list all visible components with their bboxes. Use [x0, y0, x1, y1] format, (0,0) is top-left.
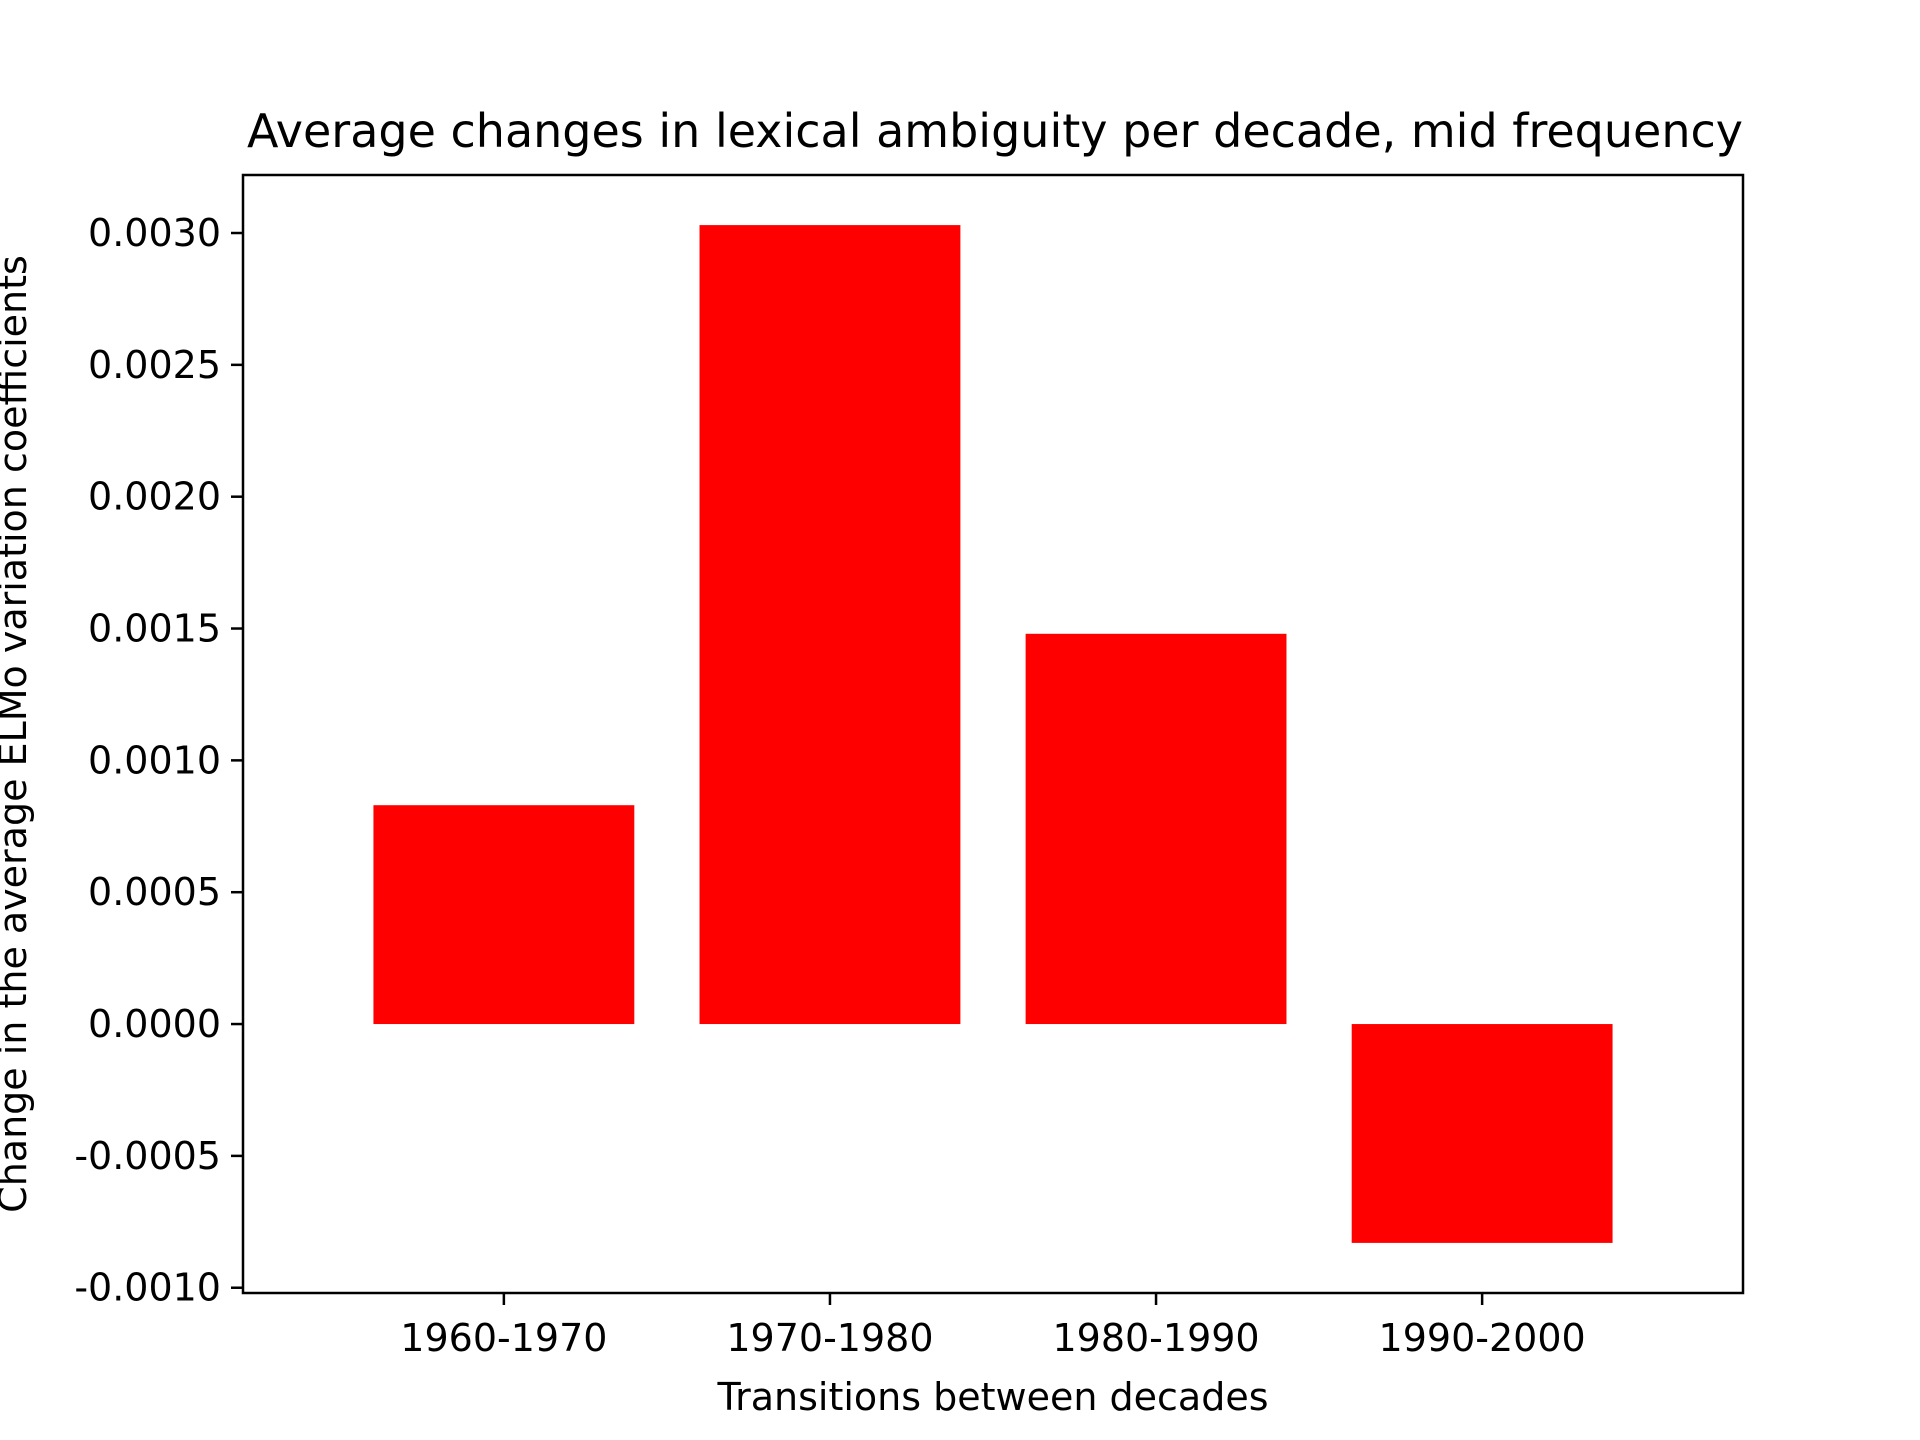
- y-tick-label: 0.0020: [88, 475, 221, 519]
- plot-frame: [241, 173, 1745, 1295]
- y-tick-label: 0.0000: [88, 1002, 221, 1046]
- chart-title: Average changes in lexical ambiguity per…: [247, 104, 1743, 158]
- y-axis: -0.0010 -0.0005 0.0000 0.0005 0.0010 0.0015 0.…: [74, 211, 243, 1310]
- y-tick-label: -0.0005: [74, 1134, 221, 1178]
- bar-1980-1990: [1025, 633, 1287, 1025]
- bar-1960-1970: [373, 805, 635, 1025]
- y-tick-label: 0.0025: [88, 343, 221, 387]
- y-tick-label: 0.0030: [88, 211, 221, 255]
- x-tick-label: 1980-1990: [1052, 1316, 1259, 1360]
- x-axis-label: Transitions between decades: [716, 1375, 1268, 1419]
- x-tick-label: 1960-1970: [400, 1316, 607, 1360]
- y-tick-label: 0.0015: [88, 607, 221, 651]
- y-tick-label: -0.0010: [74, 1266, 221, 1310]
- bars-group: [373, 225, 1613, 1243]
- y-tick-label: 0.0005: [88, 870, 221, 914]
- y-tick-label: 0.0010: [88, 738, 221, 782]
- x-tick-label: 1990-2000: [1379, 1316, 1586, 1360]
- bar-1970-1980: [699, 225, 961, 1025]
- x-axis: 1960-1970 1970-1980 1980-1990 1990-2000: [400, 1293, 1586, 1360]
- bar-1990-2000: [1351, 1024, 1613, 1243]
- x-tick-label: 1970-1980: [726, 1316, 933, 1360]
- y-axis-label: Change in the average ELMo variation coe…: [0, 255, 35, 1213]
